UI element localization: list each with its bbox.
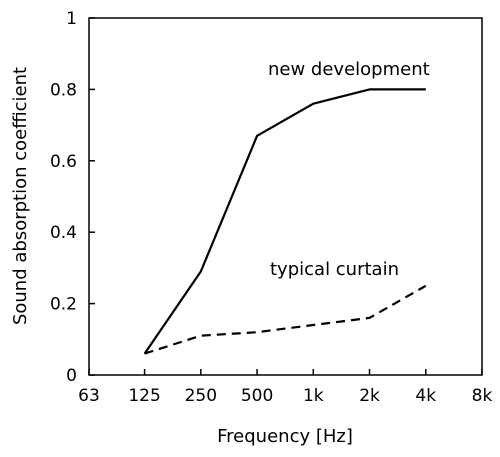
y-tick-label: 0.6 bbox=[50, 152, 77, 172]
x-tick-label: 4k bbox=[415, 386, 436, 406]
x-tick-label: 250 bbox=[185, 386, 217, 406]
y-tick-label: 0.2 bbox=[50, 295, 77, 315]
series-layer bbox=[143, 88, 427, 355]
x-axis-ticks: 63 125 250 500 1k 2k 4k 8k bbox=[78, 369, 492, 406]
x-tick-label: 125 bbox=[128, 386, 160, 406]
y-axis-title: Sound absorption coefficient bbox=[10, 67, 31, 325]
x-axis-title: Frequency [Hz] bbox=[217, 426, 353, 447]
x-tick-label: 63 bbox=[78, 386, 100, 406]
series-label-typical-curtain: typical curtain bbox=[270, 259, 399, 280]
x-tick-label: 2k bbox=[359, 386, 380, 406]
x-tick-label: 8k bbox=[472, 386, 493, 406]
y-tick-label: 0 bbox=[66, 366, 77, 386]
y-tick-label: 0.8 bbox=[50, 80, 77, 100]
x-tick-label: 1k bbox=[303, 386, 324, 406]
y-axis-ticks: 0 0.2 0.4 0.6 0.8 1 bbox=[50, 9, 95, 386]
y-tick-label: 0.4 bbox=[50, 223, 77, 243]
series-line-typical-curtain bbox=[144, 284, 427, 355]
plot-frame bbox=[88, 17, 483, 376]
series-label-new-development: new development bbox=[268, 59, 430, 80]
x-tick-label: 500 bbox=[241, 386, 273, 406]
y-tick-label: 1 bbox=[66, 9, 77, 29]
series-line-new-development bbox=[143, 88, 426, 355]
